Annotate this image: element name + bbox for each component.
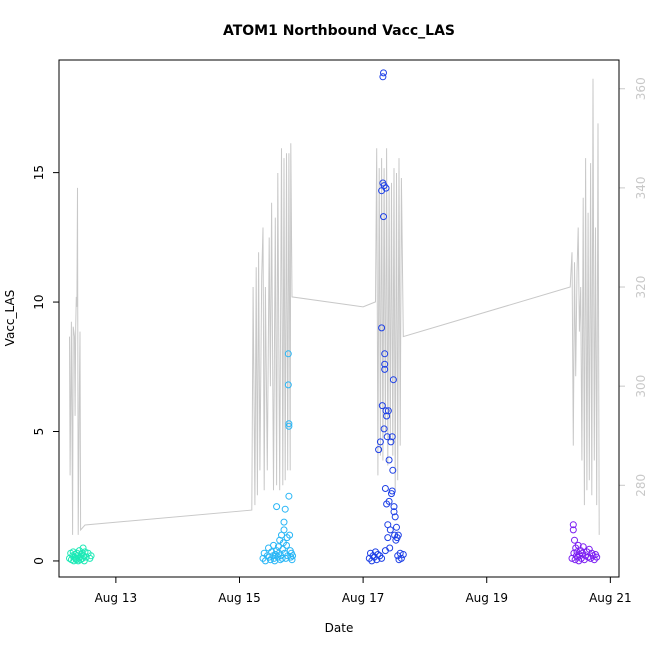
y2-tick-label: 360 <box>634 77 648 100</box>
data-point <box>593 553 601 561</box>
data-point <box>385 497 393 505</box>
data-point <box>289 552 297 560</box>
data-point <box>571 536 578 544</box>
plot-frame <box>58 59 620 578</box>
y-tick-label: 15 <box>32 165 46 180</box>
x-tick-label: Aug 15 <box>218 591 261 605</box>
data-point <box>285 492 293 500</box>
data-point <box>283 541 290 549</box>
data-point <box>281 505 289 513</box>
data-point <box>79 544 87 552</box>
data-point <box>380 213 387 221</box>
data-point <box>285 422 293 430</box>
data-point <box>384 534 392 542</box>
data-point <box>378 402 386 410</box>
x-tick-label: Aug 19 <box>465 591 508 605</box>
scatter-points-layer <box>66 69 601 565</box>
y2-tick-label: 320 <box>634 276 648 299</box>
data-point <box>394 531 402 539</box>
data-point <box>386 526 394 534</box>
data-point <box>376 438 384 446</box>
data-point <box>388 433 396 441</box>
data-point <box>579 543 587 551</box>
data-point <box>390 508 398 516</box>
data-point <box>384 407 392 415</box>
y2-tick-label: 280 <box>634 474 648 497</box>
data-point <box>391 513 399 521</box>
y-tick-label: 10 <box>32 294 46 309</box>
data-point <box>397 554 405 562</box>
data-point <box>385 456 393 464</box>
data-point <box>375 446 383 454</box>
data-point <box>284 381 292 389</box>
data-point <box>374 551 382 558</box>
y-tick-label: 5 <box>32 428 46 436</box>
data-point <box>273 503 281 511</box>
y-axis-label: Vacc_LAS <box>3 290 17 347</box>
data-point <box>380 69 387 77</box>
data-point <box>378 554 386 562</box>
data-point <box>393 523 400 531</box>
x-tick-label: Aug 21 <box>589 591 632 605</box>
data-point <box>285 420 293 428</box>
data-point <box>387 438 395 446</box>
data-point <box>381 360 389 368</box>
right-axis-line-layer <box>69 78 600 535</box>
data-point <box>389 466 397 474</box>
data-point <box>81 548 89 556</box>
data-point <box>279 545 287 553</box>
data-point <box>382 407 390 415</box>
data-point <box>286 531 294 539</box>
x-tick-label: Aug 13 <box>95 591 138 605</box>
data-point <box>288 556 296 564</box>
data-point <box>270 541 277 549</box>
data-point <box>379 73 387 81</box>
data-point <box>386 544 394 552</box>
data-point <box>380 425 388 433</box>
data-point <box>389 376 397 384</box>
data-point <box>569 521 577 529</box>
data-point <box>381 365 389 373</box>
data-point <box>390 503 398 511</box>
data-point <box>381 350 389 358</box>
data-point <box>381 485 389 492</box>
data-point <box>388 487 396 495</box>
data-point <box>80 557 88 565</box>
y-tick-label: 0 <box>32 557 46 565</box>
y2-tick-label: 340 <box>634 176 648 199</box>
data-point <box>396 549 404 557</box>
right-axis-series-line <box>69 78 600 535</box>
data-point <box>378 324 386 332</box>
data-point <box>284 350 292 358</box>
chart-title: ATOM1 Northbound Vacc_LAS <box>223 23 455 39</box>
data-point <box>368 557 376 565</box>
data-point <box>280 518 288 526</box>
data-point <box>87 552 95 560</box>
data-point <box>569 526 577 534</box>
x-tick-label: Aug 17 <box>342 591 385 605</box>
data-point <box>382 184 390 192</box>
x-axis-label: Date <box>325 621 354 635</box>
y2-tick-label: 300 <box>634 375 648 398</box>
data-point <box>383 433 391 441</box>
data-point <box>82 553 90 561</box>
data-point <box>399 551 407 558</box>
data-point <box>280 526 288 534</box>
